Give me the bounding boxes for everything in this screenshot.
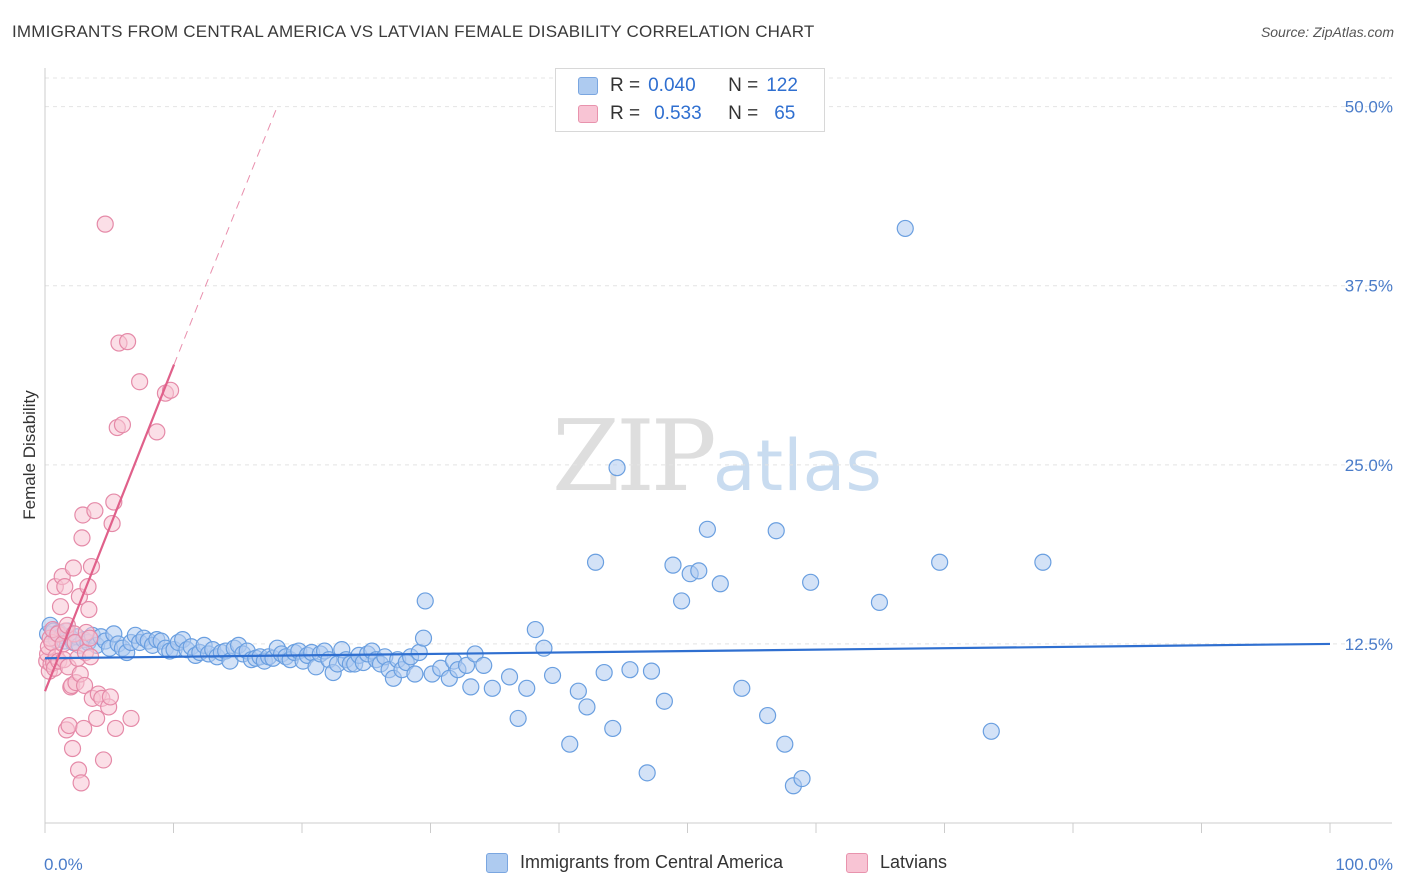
legend-r-value: 0.040 [648,75,696,96]
bottom-legend-swatch-immigrants [486,852,508,873]
point-latvians [64,559,82,577]
chart-title: IMMIGRANTS FROM CENTRAL AMERICA VS LATVI… [12,22,815,41]
bottom-legend-immigrants: Immigrants from Central America [486,852,783,873]
y-tick-label: 25.0% [1345,456,1393,475]
point-immigrants [500,668,519,686]
point-latvians [118,333,137,351]
point-latvians [56,578,74,596]
point-immigrants [475,656,493,675]
point-latvians [131,373,149,391]
point-immigrants [711,575,729,593]
point-immigrants [690,562,708,580]
point-immigrants [793,769,811,788]
point-latvians [94,751,113,769]
point-latvians [96,215,114,233]
point-immigrants [982,722,1000,740]
point-immigrants [406,665,424,683]
bottom-legend-label-latvians: Latvians [880,852,948,872]
point-latvians [73,529,91,547]
point-immigrants [759,706,777,725]
point-immigrants [604,719,622,738]
bottom-legend-swatch-latvians [846,852,868,873]
y-tick-label: 50.0% [1345,98,1393,117]
chart-source: Source: ZipAtlas.com [1260,24,1394,40]
legend-swatch-immigrants [578,77,598,95]
point-latvians [122,709,140,728]
point-immigrants [931,553,949,571]
legend-n-label: N = [728,75,759,96]
point-latvians [101,688,119,706]
point-immigrants [561,735,579,753]
point-immigrants [1034,553,1052,571]
point-immigrants [509,709,527,728]
point-latvians [51,598,70,616]
legend: R = 0.040 N = 122 R = 0.533 N = 65 [555,68,825,132]
point-latvians [75,676,94,695]
trendline-latvians-extension [173,106,278,365]
y-axis-title: Female Disability [20,390,39,520]
point-immigrants [483,679,501,697]
point-latvians [81,629,99,647]
point-immigrants [802,573,820,591]
trendline-latvians [43,364,176,692]
point-immigrants [655,692,673,710]
point-latvians [113,416,132,434]
x-tick-label: 100.0% [1335,855,1393,874]
point-immigrants [578,698,596,716]
y-tick-label: 12.5% [1345,635,1393,654]
point-immigrants [672,592,691,610]
point-immigrants [586,553,605,571]
legend-r-label: R = [610,103,641,124]
point-latvians [60,716,78,735]
trendline-immigrants [44,642,1331,660]
point-latvians [148,423,166,441]
point-immigrants [621,661,639,679]
point-immigrants [767,522,785,540]
point-immigrants [698,520,716,538]
point-latvians [86,502,104,520]
point-immigrants [569,682,587,700]
x-tick-label: 0.0% [44,855,83,874]
legend-n-value: 65 [774,103,796,124]
point-immigrants [543,666,562,685]
legend-r-value: 0.533 [654,103,702,124]
point-immigrants [414,629,433,647]
point-immigrants [462,678,480,696]
point-immigrants [642,662,661,680]
point-latvians [75,719,93,738]
y-tick-label: 37.5% [1345,277,1393,296]
point-immigrants [664,556,682,574]
legend-r-label: R = [610,75,641,96]
legend-n-label: N = [728,103,759,124]
legend-n-value: 122 [766,75,798,96]
point-immigrants [526,620,544,639]
legend-row-immigrants: R = 0.040 N = 122 [578,73,798,99]
watermark-atlas: atlas [712,425,882,507]
watermark: ZIPatlas [552,400,882,514]
bottom-legend-latvians: Latvians [846,852,947,873]
point-immigrants [518,679,536,697]
point-immigrants [410,643,428,662]
point-latvians [63,739,82,758]
point-immigrants [733,679,751,697]
legend-row-latvians: R = 0.533 N = 65 [578,101,795,127]
point-latvians [106,719,125,738]
point-immigrants [776,735,794,753]
bottom-legend-label-immigrants: Immigrants from Central America [520,852,784,872]
point-immigrants [638,764,656,782]
point-immigrants [896,219,914,238]
point-immigrants [595,663,613,682]
watermark-zip: ZIP [552,400,717,514]
point-latvians [88,709,106,728]
point-latvians [80,600,98,619]
point-immigrants [457,656,476,675]
point-latvians [72,774,90,792]
point-immigrants [608,459,626,477]
point-immigrants [416,592,434,610]
point-immigrants [870,593,889,611]
legend-swatch-latvians [578,105,598,123]
